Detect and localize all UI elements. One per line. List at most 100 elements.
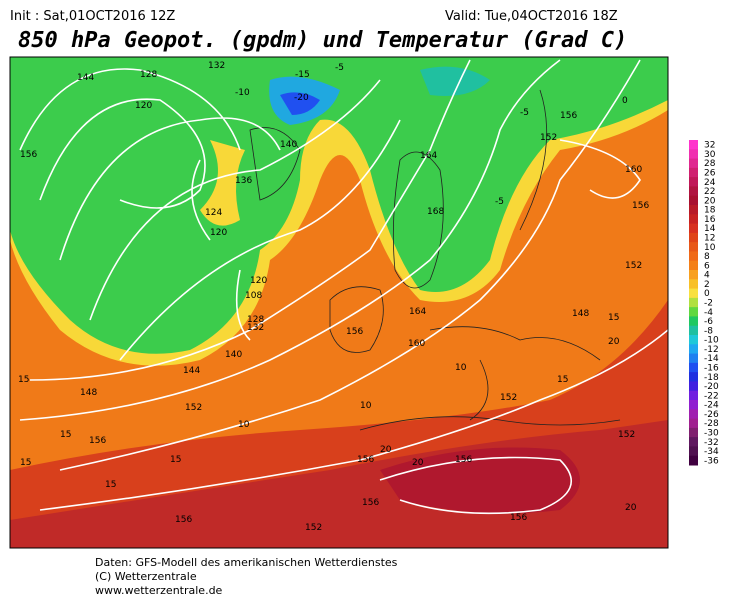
contour-label: -20 <box>294 93 309 103</box>
colorbar-swatch <box>689 158 698 169</box>
colorbar-swatch <box>689 437 698 447</box>
colorbar-swatch <box>689 316 698 327</box>
contour-label: 20 <box>625 503 637 513</box>
contour-label: 136 <box>235 176 252 186</box>
contour-label: 160 <box>625 165 642 175</box>
contour-label: 10 <box>238 420 250 430</box>
colorbar-swatch <box>689 400 698 410</box>
contour-label: 0 <box>622 96 628 106</box>
colorbar-swatch <box>689 344 698 355</box>
colorbar-swatch <box>689 214 698 225</box>
colorbar-label: -2 <box>704 299 713 309</box>
contour-label: 128 <box>140 70 157 80</box>
colorbar-label: 22 <box>704 187 715 197</box>
contour-label: -5 <box>335 63 344 73</box>
colorbar-label: 16 <box>704 215 716 225</box>
contour-label: 156 <box>89 436 106 446</box>
contour-label: 152 <box>305 523 322 533</box>
contour-label: 120 <box>210 228 227 238</box>
contour-label: -15 <box>295 70 310 80</box>
colorbar-label: 6 <box>704 261 710 271</box>
colorbar-label: 0 <box>704 289 710 299</box>
contour-label: 128 <box>247 315 264 325</box>
contour-label: 15 <box>20 458 31 468</box>
contour-label: 152 <box>185 403 202 413</box>
colorbar-swatch <box>689 251 698 262</box>
contour-label: 152 <box>618 430 635 440</box>
init-time: Init : Sat,01OCT2016 12Z <box>10 9 175 24</box>
colorbar-swatch <box>689 390 698 401</box>
colorbar-label: -6 <box>704 317 713 327</box>
colorbar-swatch <box>689 362 698 373</box>
contour-label: 156 <box>357 455 374 465</box>
colorbar-swatch <box>689 418 698 429</box>
colorbar-swatch <box>689 372 698 382</box>
contour-label: -5 <box>520 108 529 118</box>
contour-label: 156 <box>632 201 649 211</box>
contour-label: 164 <box>409 307 426 317</box>
colorbar-swatch <box>689 149 698 160</box>
contour-label: 148 <box>572 309 589 319</box>
colorbar-label: -26 <box>704 410 719 420</box>
colorbar-label: 12 <box>704 234 715 244</box>
colorbar-label: -4 <box>704 308 713 318</box>
colorbar-swatch <box>689 409 698 420</box>
contour-label: 20 <box>412 458 424 468</box>
contour-label: 156 <box>362 498 379 508</box>
colorbar-label: 10 <box>704 243 716 253</box>
colorbar-label: -12 <box>704 345 719 355</box>
colorbar-label: 26 <box>704 169 716 179</box>
colorbar-swatch <box>689 288 698 299</box>
colorbar-label: 8 <box>704 252 710 262</box>
map-frame <box>9 56 669 549</box>
contour-label: 10 <box>360 401 372 411</box>
colorbar-label: 18 <box>704 206 716 216</box>
colorbar-swatch <box>689 270 698 280</box>
contour-label: 164 <box>420 151 437 161</box>
colorbar-label: 24 <box>704 178 716 188</box>
colorbar-label: -8 <box>704 326 713 336</box>
contour-label: 15 <box>557 375 568 385</box>
contour-label: 152 <box>500 393 517 403</box>
contour-label: 156 <box>20 150 37 160</box>
colorbar-swatch <box>689 232 698 243</box>
colorbar-label: -16 <box>704 364 719 374</box>
contour-label: -5 <box>495 197 504 207</box>
colorbar-label: 4 <box>704 271 710 281</box>
contour-label: 120 <box>250 276 267 286</box>
colorbar-swatch <box>689 223 698 234</box>
map <box>10 57 668 548</box>
colorbar-label: -10 <box>704 336 719 346</box>
valid-time: Valid: Tue,04OCT2016 18Z <box>445 9 618 24</box>
colorbar-swatch <box>689 140 698 150</box>
contour-label: 160 <box>408 339 425 349</box>
footer-line: www.wetterzentrale.de <box>95 584 223 597</box>
colorbar-label: 2 <box>704 280 710 290</box>
contour-label: 140 <box>280 140 297 150</box>
colorbar-swatch <box>689 205 698 215</box>
colorbar-swatch <box>689 307 698 317</box>
colorbar-label: -36 <box>704 456 719 466</box>
contour-label: -10 <box>235 88 250 98</box>
colorbar-swatch <box>689 186 698 197</box>
colorbar-label: -28 <box>704 419 719 429</box>
contour-label: 156 <box>560 111 577 121</box>
colorbar-swatch <box>689 335 698 345</box>
contour-label: 108 <box>245 291 262 301</box>
colorbar: 32302826242220181614121086420-2-4-6-8-10… <box>689 140 719 466</box>
contour-label: 15 <box>608 313 619 323</box>
colorbar-label: 28 <box>704 159 716 169</box>
colorbar-swatch <box>689 195 698 206</box>
contour-label: 144 <box>183 366 200 376</box>
contour-label: 168 <box>427 207 444 217</box>
contour-label: 15 <box>170 455 181 465</box>
colorbar-swatch <box>689 260 698 271</box>
colorbar-swatch <box>689 353 698 364</box>
colorbar-label: -20 <box>704 382 719 392</box>
contour-label: 124 <box>205 208 222 218</box>
colorbar-swatch <box>689 177 698 187</box>
contour-label: 156 <box>455 455 472 465</box>
contour-label: 20 <box>380 445 392 455</box>
title: 850 hPa Geopot. (gpdm) und Temperatur (G… <box>18 28 627 53</box>
